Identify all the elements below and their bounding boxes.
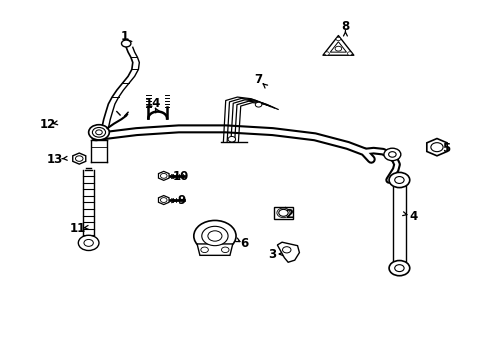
Polygon shape <box>158 195 169 204</box>
Circle shape <box>388 172 409 188</box>
Text: 14: 14 <box>144 98 161 111</box>
FancyBboxPatch shape <box>273 207 293 219</box>
Polygon shape <box>73 153 85 164</box>
Circle shape <box>201 247 208 253</box>
Polygon shape <box>158 171 169 180</box>
Circle shape <box>202 226 227 246</box>
Text: 9: 9 <box>177 194 185 207</box>
Circle shape <box>227 136 235 142</box>
Polygon shape <box>277 242 299 262</box>
Circle shape <box>334 46 341 51</box>
Polygon shape <box>197 244 232 255</box>
Text: 11: 11 <box>70 222 86 235</box>
Circle shape <box>193 220 236 252</box>
Text: 5: 5 <box>441 143 449 156</box>
Text: 3: 3 <box>268 248 276 261</box>
Polygon shape <box>426 139 446 156</box>
Circle shape <box>255 102 262 107</box>
Circle shape <box>388 261 409 276</box>
Circle shape <box>383 148 400 161</box>
Text: 12: 12 <box>39 118 55 131</box>
Polygon shape <box>322 36 353 55</box>
Text: 6: 6 <box>240 238 248 251</box>
Circle shape <box>88 125 109 140</box>
Circle shape <box>278 210 287 216</box>
Text: 1: 1 <box>121 30 129 43</box>
Circle shape <box>324 52 329 55</box>
Circle shape <box>282 247 290 253</box>
Circle shape <box>92 127 105 137</box>
Circle shape <box>221 247 228 253</box>
Text: 13: 13 <box>46 153 62 166</box>
Circle shape <box>207 231 222 241</box>
Text: 10: 10 <box>173 170 189 183</box>
Polygon shape <box>329 42 346 52</box>
Circle shape <box>335 37 340 41</box>
Circle shape <box>78 235 99 251</box>
Text: 8: 8 <box>341 20 349 33</box>
Circle shape <box>96 130 102 135</box>
Text: 4: 4 <box>408 210 417 223</box>
Text: 2: 2 <box>285 208 293 221</box>
Circle shape <box>346 52 351 55</box>
Circle shape <box>121 40 131 47</box>
Text: 7: 7 <box>254 73 262 86</box>
